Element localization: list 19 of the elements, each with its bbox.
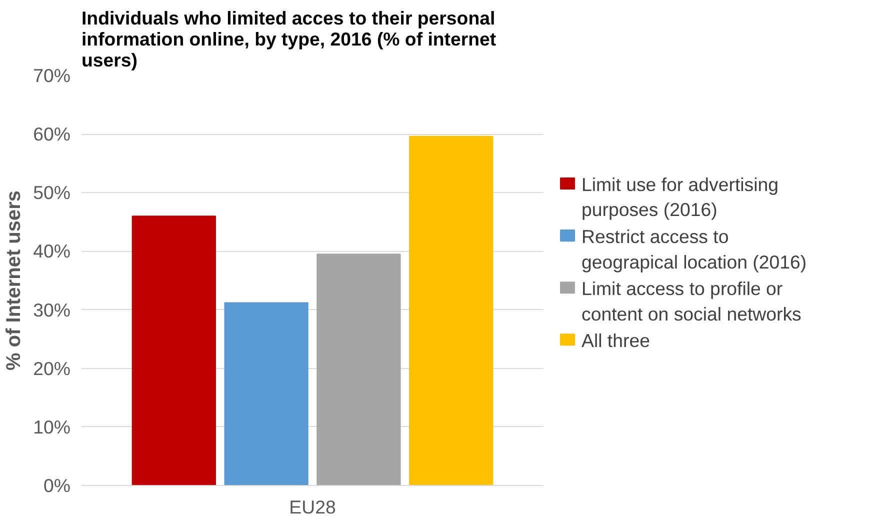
legend-label: Restrict access to geograpical location (2016) — [582, 226, 807, 272]
bar — [224, 302, 308, 486]
y-tick-label: 10% — [33, 416, 71, 438]
bar — [132, 216, 216, 486]
legend-label: All three — [582, 330, 650, 352]
legend-label: Limit access to profile or content on social networks — [582, 278, 802, 324]
y-tick-label: 70% — [33, 65, 71, 86]
y-tick-label: 30% — [33, 299, 71, 320]
bar — [316, 254, 401, 486]
y-tick-label: 40% — [33, 240, 71, 262]
chart-title: Individuals who limited acces to their personal information online, by type, 2016 (% of internet users) — [82, 8, 496, 70]
y-axis-title: % of Internet users — [3, 190, 26, 371]
legend-label: Limit use for advertising purposes (2016) — [582, 174, 779, 220]
y-tick-label: 0% — [44, 475, 71, 496]
y-tick-label: 60% — [33, 124, 71, 145]
bar — [409, 136, 494, 486]
x-tick-label: EU28 — [289, 496, 336, 518]
y-tick-label: 20% — [33, 358, 71, 379]
y-tick-label: 50% — [33, 182, 71, 204]
